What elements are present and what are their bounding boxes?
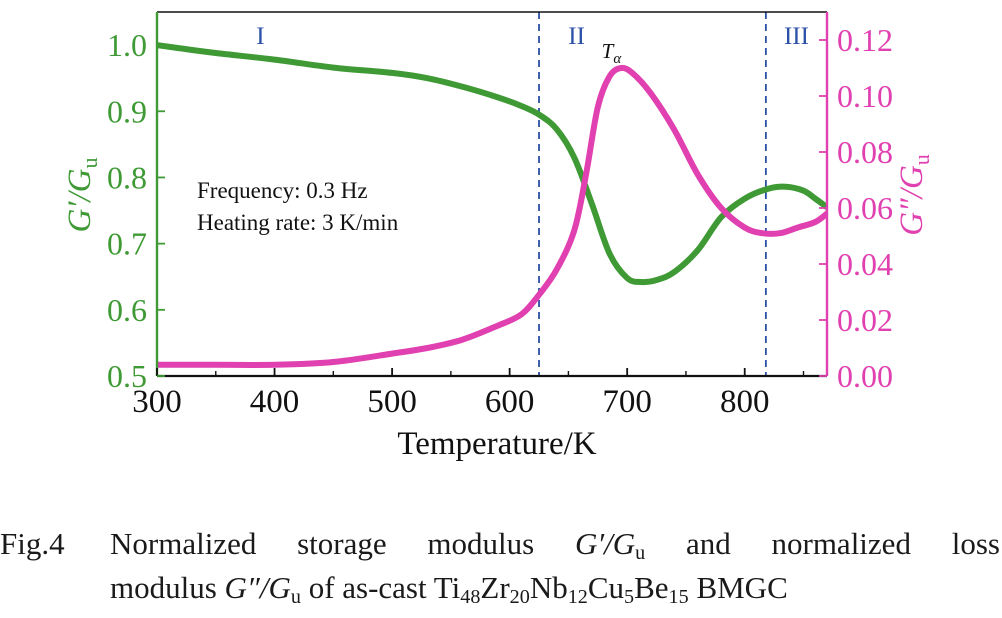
left-y-axis-label: G′/Gu [62,157,102,232]
right-y-axis-label: G″/Gu [894,154,934,236]
storage-point-12 [572,155,577,160]
right-tick-label-0.06: 0.06 [837,190,893,226]
region-label-1: I [256,23,264,50]
storage-point-4 [331,65,336,70]
loss-point-14 [607,74,612,79]
right-tick-label-0.02: 0.02 [837,302,893,338]
loss-point-25 [813,219,818,225]
loss-point-4 [389,351,395,356]
loss-point-19 [695,172,700,177]
loss-point-22 [760,231,765,236]
x-axis-label: Temperature/K [397,426,596,462]
storage-point-16 [639,279,644,285]
x-tick-label-600: 600 [485,384,535,420]
caption-words: Normalized storage modulus G′/Gu and normaliz… [110,522,1000,566]
caption-word-2: storage [297,526,387,561]
region-label-2: II [568,23,585,50]
loss-point-9 [536,292,542,297]
region-label-3: III [784,23,809,50]
storage-point-1 [178,46,183,51]
caption-symbol: G″/Gu [224,570,301,609]
loss-point-17 [648,91,653,96]
x-tick-label-400: 400 [250,384,300,420]
storage-point-10 [536,112,542,117]
x-tick-label-300: 300 [132,384,182,420]
caption-word-5: and [685,526,731,561]
series-group [157,42,827,369]
storage-point-19 [695,248,700,253]
storage-point-7 [460,84,465,89]
right-tick-label-0.12: 0.12 [837,22,893,58]
right-tick-label-0.10: 0.10 [837,78,893,114]
storage-point-2 [213,50,218,56]
storage-point-9 [519,103,524,109]
loss-point-24 [795,225,800,230]
figure-chart: 300 400 500 600 700 800 Temperature/K 0.5 0.6 0.7… [62,11,934,462]
loss-point-13 [595,105,600,110]
left-tick-label-0.6: 0.6 [107,292,147,328]
loss-point-15 [619,65,624,71]
right-tick-label-0.08: 0.08 [837,134,893,170]
storage-point-23 [783,184,789,189]
loss-point-1 [213,362,218,367]
loss-point-6 [460,337,465,342]
storage-point-20 [719,214,724,220]
storage-point-18 [671,269,677,275]
loss-point-20 [719,205,724,211]
loss-point-21 [742,225,747,230]
loss-point-23 [777,231,783,236]
caption-text: modulus [110,570,225,605]
storage-point-17 [654,277,659,283]
annotation-1: Frequency: 0.3 Hz [197,178,368,203]
loss-point-18 [671,127,677,132]
loss-point-3 [331,359,336,365]
peak-temperature-label: Tα [602,39,623,67]
loss-point-5 [425,345,430,351]
caption-word-7: loss [951,526,1000,561]
storage-modulus-line [157,42,827,286]
caption-figure-label: Fig.4 [0,526,65,561]
caption-word-3: modulus [427,526,535,561]
storage-point-13 [589,201,595,207]
annotation-2: Heating rate: 3 K/min [197,210,399,235]
storage-point-6 [425,75,430,81]
loss-point-10 [554,267,559,272]
caption-word-6: normalized [771,526,911,561]
storage-point-5 [389,70,395,76]
x-tick-label-700: 700 [602,384,652,420]
left-tick-label-0.8: 0.8 [107,159,147,195]
storage-point-14 [607,251,612,256]
caption-text-tail: BMGC [688,570,788,605]
loss-point-11 [572,228,577,233]
left-tick-label-1.0: 1.0 [107,27,147,63]
caption-text-mid: of as-cast [300,570,434,605]
storage-point-21 [742,196,747,201]
loss-point-12 [583,172,589,177]
storage-point-15 [624,275,630,281]
left-tick-label-0.9: 0.9 [107,93,147,129]
left-tick-label-0.5: 0.5 [107,358,147,394]
loss-point-16 [630,71,636,76]
storage-point-8 [495,95,501,100]
storage-point-22 [766,186,771,191]
caption-formula: Ti48Zr20Nb12Cu5Be15 [433,570,689,609]
right-tick-label-0.00: 0.00 [837,358,893,394]
caption-line-2: modulus G″/Gu of as-cast Ti48Zr20Nb12Cu5… [110,566,788,610]
storage-point-11 [554,126,559,132]
x-tick-label-800: 800 [720,384,770,420]
storage-point-3 [272,57,277,62]
x-tick-label-500: 500 [367,384,417,420]
storage-point-24 [801,188,806,193]
caption-word-1: Normalized [110,526,257,561]
left-tick-label-0.7: 0.7 [107,226,147,262]
loss-point-2 [272,362,277,367]
loss-point-7 [495,323,501,328]
caption-word-4: G′/Gu [574,526,646,565]
storage-point-25 [813,196,818,201]
loss-point-8 [519,312,524,317]
right-tick-label-0.04: 0.04 [837,246,893,282]
